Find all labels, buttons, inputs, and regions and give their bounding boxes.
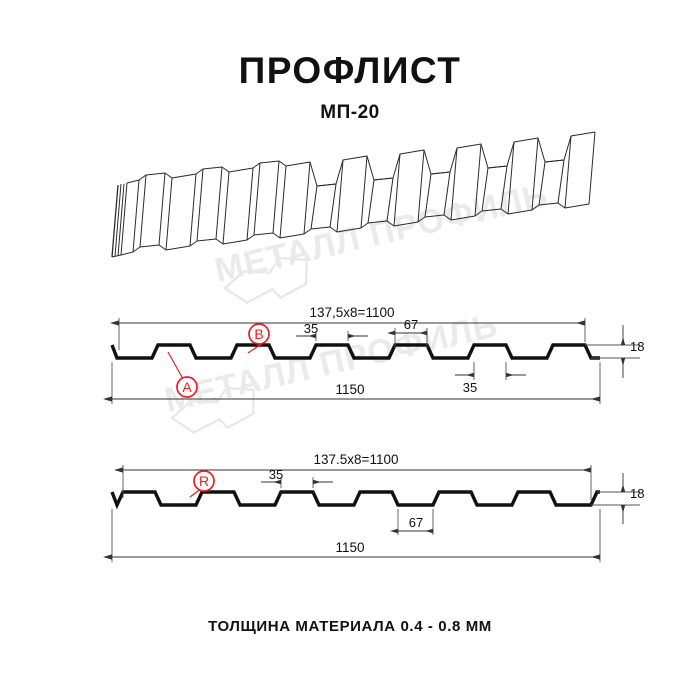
marker-b: B [247, 323, 270, 354]
section-bottom: 137.5x8=1100 1150 35 [103, 452, 644, 562]
material-thickness-note: ТОЛЩИНА МАТЕРИАЛА 0.4 - 0.8 ММ [208, 618, 492, 635]
dimension-bottom-overall: 1150 [103, 362, 601, 404]
dimension-rib-top-upper: 35 [261, 467, 333, 488]
marker-a-leader [167, 351, 184, 380]
dimension-valley: 67 [387, 317, 428, 348]
watermark-group: МЕТАЛЛ ПРОФИЛЬ [211, 176, 552, 304]
dimension-valley: 67 [390, 509, 434, 535]
dimension-top-overall: 137.5x8=1100 [114, 452, 592, 500]
marker-r: R [189, 470, 215, 498]
marker-a-label: A [182, 379, 192, 395]
watermark-logo-icon [223, 256, 309, 304]
dimension-height: 18 [620, 473, 644, 524]
dimension-label-valley: 67 [409, 515, 423, 530]
marker-a: A [167, 351, 198, 398]
marker-r-circle [193, 470, 215, 492]
dimension-label-rib-top-upper: 35 [304, 321, 318, 336]
dimension-rib-top-upper: 35 [296, 321, 368, 341]
dimension-height: 18 [620, 325, 644, 378]
marker-r-label: R [199, 473, 209, 489]
dimension-top-overall: 137,5x8=1100 [110, 305, 586, 350]
dimension-label-rib-top-upper: 35 [269, 467, 283, 482]
dimension-label-height: 18 [630, 486, 644, 501]
dimension-label-height: 18 [630, 339, 644, 354]
marker-b-label: B [254, 326, 263, 342]
section-top: 137,5x8=1100 1150 35 [103, 305, 644, 404]
isometric-profile-view [111, 131, 596, 258]
dimension-label-top-overall: 137,5x8=1100 [310, 305, 395, 320]
dimension-label-bottom-overall: 1150 [335, 540, 364, 555]
profile-outline-bottom [110, 490, 600, 510]
marker-a-circle [176, 376, 198, 398]
dimension-bottom-overall: 1150 [103, 509, 601, 562]
dimension-label-bottom-overall: 1150 [335, 382, 364, 397]
dimension-label-top-overall: 137.5x8=1100 [314, 452, 399, 467]
watermark-text: МЕТАЛЛ ПРОФИЛЬ [211, 176, 551, 290]
dimension-rib-top-lower: 35 [455, 362, 526, 395]
profile-outline-top [110, 343, 600, 360]
watermark-group-2: МЕТАЛЛ ПРОФИЛЬ [161, 306, 502, 434]
dimension-label-valley: 67 [404, 317, 418, 332]
marker-b-circle [248, 323, 270, 345]
dimension-label-rib-top-lower: 35 [463, 380, 477, 395]
